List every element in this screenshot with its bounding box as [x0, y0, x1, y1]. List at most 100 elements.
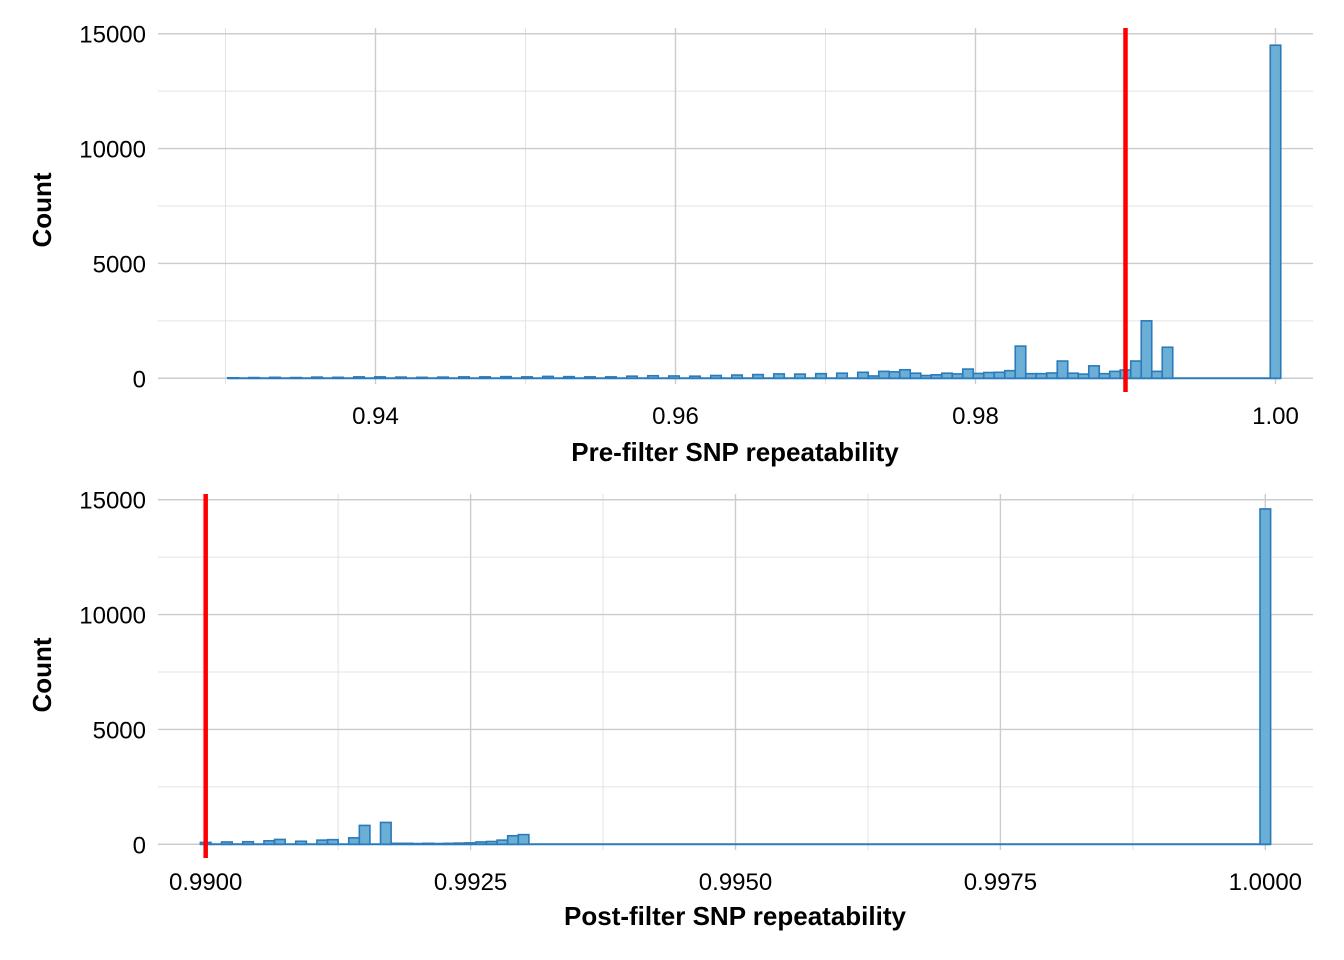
- postfilter-bar-13: [411, 842, 424, 846]
- prefilter-tick-labels: 0.94 0.96 0.98 1.00 0 5000 10000 15000: [79, 22, 1299, 430]
- postfilter-y-tick-label-3: 15000: [79, 488, 146, 515]
- prefilter-bar-23: [709, 374, 723, 380]
- prefilter-bar-9: [415, 376, 429, 380]
- postfilter-bar-19: [475, 841, 488, 846]
- postfilter-bar-9: [358, 824, 371, 846]
- postfilter-bar-24: [1259, 508, 1272, 846]
- prefilter-bar-50: [1066, 372, 1080, 380]
- prefilter-y-axis-title: Count: [27, 172, 57, 247]
- prefilter-bar-45: [1014, 345, 1027, 380]
- postfilter-bar-14: [422, 842, 435, 846]
- postfilter-bar-6: [316, 839, 329, 846]
- prefilter-bar-30: [856, 371, 870, 380]
- prefilter-bar-0: [226, 376, 240, 380]
- prefilter-bar-52: [1087, 365, 1101, 380]
- prefilter-bar-13: [499, 375, 513, 380]
- prefilter-bar-33: [888, 371, 901, 380]
- prefilter-bar-38: [940, 372, 954, 380]
- postfilter-bar-20: [485, 840, 498, 846]
- prefilter-x-tick-label-3: 1.00: [1252, 403, 1299, 430]
- postfilter-bar-21: [496, 839, 509, 846]
- postfilter-bar-23: [517, 833, 530, 846]
- postfilter-x-tick-label-2: 0.9950: [699, 869, 772, 896]
- prefilter-bar-14: [520, 376, 534, 380]
- postfilter-x-tick-label-4: 1.0000: [1229, 869, 1302, 896]
- prefilter-y-tick-label-1: 5000: [93, 251, 146, 278]
- prefilter-bar-11: [457, 376, 471, 380]
- prefilter-bar-6: [352, 376, 366, 380]
- prefilter-bar-1: [247, 376, 261, 380]
- prefilter-histogram-panel: 0.94 0.96 0.98 1.00 0 5000 10000 15000 Pre-filt…: [27, 22, 1313, 467]
- prefilter-bar-3: [289, 376, 303, 380]
- prefilter-bar-28: [814, 372, 828, 380]
- postfilter-histogram-panel: 0.9900 0.9925 0.9950 0.9975 1.0000 0 5000 10000…: [27, 488, 1313, 931]
- postfilter-y-tick-label-0: 0: [133, 832, 146, 859]
- prefilter-bar-41: [972, 372, 985, 380]
- prefilter-bar-49: [1056, 360, 1069, 380]
- prefilter-bar-12: [478, 376, 492, 380]
- prefilter-bar-46: [1024, 372, 1038, 380]
- prefilter-x-tick-label-1: 0.96: [652, 403, 699, 430]
- postfilter-bar-22: [506, 834, 520, 846]
- postfilter-bar-17: [453, 842, 467, 846]
- prefilter-x-tick-label-0: 0.94: [352, 403, 399, 430]
- postfilter-y-tick-label-2: 10000: [79, 603, 146, 630]
- prefilter-bar-40: [961, 368, 975, 380]
- prefilter-bar-26: [772, 373, 786, 380]
- postfilter-y-tick-label-1: 5000: [93, 717, 146, 744]
- postfilter-bar-10: [379, 821, 392, 846]
- postfilter-bar-11: [390, 842, 403, 846]
- prefilter-x-tick-label-2: 0.98: [952, 403, 999, 430]
- prefilter-bar-57: [1140, 320, 1153, 380]
- prefilter-bar-42: [982, 371, 996, 380]
- prefilter-bar-32: [877, 370, 891, 380]
- prefilter-bar-54: [1108, 370, 1122, 380]
- prefilter-bar-34: [898, 368, 912, 380]
- postfilter-bar-5: [294, 840, 308, 846]
- postfilter-bar-7: [326, 838, 339, 846]
- prefilter-bar-39: [951, 373, 964, 380]
- postfilter-bars: [199, 508, 1272, 846]
- postfilter-bar-16: [443, 842, 456, 846]
- prefilter-bars: [226, 44, 1282, 380]
- prefilter-y-tick-label-3: 15000: [79, 22, 146, 49]
- prefilter-bar-47: [1035, 372, 1048, 380]
- postfilter-bar-12: [400, 842, 414, 846]
- postfilter-tick-labels: 0.9900 0.9925 0.9950 0.9975 1.0000 0 5000 10000…: [79, 488, 1302, 896]
- prefilter-bar-60: [1269, 44, 1282, 380]
- postfilter-x-tick-label-1: 0.9925: [434, 869, 507, 896]
- prefilter-y-tick-label-2: 10000: [79, 137, 146, 164]
- prefilter-bar-18: [604, 376, 618, 380]
- prefilter-bar-44: [1003, 369, 1017, 380]
- postfilter-bar-3: [263, 840, 276, 846]
- prefilter-bar-29: [835, 372, 849, 380]
- prefilter-bar-53: [1098, 372, 1111, 380]
- prefilter-bar-19: [625, 375, 639, 380]
- prefilter-bar-27: [793, 373, 807, 380]
- postfilter-bar-8: [347, 837, 361, 846]
- prefilter-bar-8: [394, 376, 408, 380]
- prefilter-grid: [158, 28, 1313, 384]
- prefilter-bar-37: [930, 374, 943, 380]
- prefilter-bar-31: [867, 375, 880, 380]
- prefilter-bar-36: [919, 374, 933, 380]
- prefilter-bar-24: [730, 374, 744, 380]
- prefilter-bar-35: [909, 372, 922, 380]
- postfilter-bar-2: [241, 840, 255, 846]
- prefilter-bar-20: [646, 374, 660, 380]
- prefilter-bar-48: [1045, 372, 1059, 380]
- prefilter-bar-15: [541, 375, 555, 380]
- postfilter-x-tick-label-3: 0.9975: [964, 869, 1037, 896]
- postfilter-x-tick-label-0: 0.9900: [169, 869, 242, 896]
- prefilter-bar-2: [268, 376, 282, 380]
- prefilter-bar-58: [1150, 370, 1164, 380]
- prefilter-bar-5: [331, 376, 345, 380]
- prefilter-bar-7: [373, 376, 387, 380]
- postfilter-bar-1: [220, 841, 233, 846]
- prefilter-bar-4: [310, 376, 324, 380]
- prefilter-bar-51: [1077, 373, 1090, 380]
- prefilter-y-tick-label-0: 0: [133, 366, 146, 393]
- prefilter-x-axis-title: Pre-filter SNP repeatability: [571, 437, 899, 467]
- prefilter-bar-56: [1129, 360, 1143, 380]
